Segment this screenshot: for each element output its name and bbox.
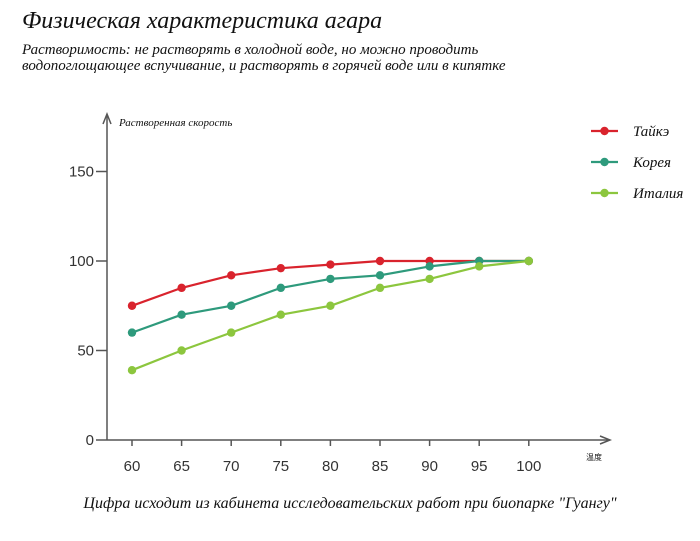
y-tick-label: 150 [69,164,94,181]
data-point [177,283,186,293]
data-point [276,283,285,293]
chart-title: Физическая характеристика агара [22,8,383,34]
data-point [475,262,484,271]
data-point [326,274,335,284]
series-line [131,259,529,334]
legend-item: Тайкэ [591,124,670,140]
data-point [227,271,236,280]
data-point [177,310,186,319]
chart-series [127,256,533,375]
data-point [127,365,137,375]
x-tick-label: 75 [272,458,289,475]
chart-axes: 0 50 100 150 60 65 70 75 80 85 90 95 100 Растворенная… [69,111,613,475]
x-axis-arrow [599,435,613,445]
legend-label: Тайкэ [633,124,670,140]
data-point [227,301,236,310]
subtitle-line-1: Растворимость: не растворять в холодной … [22,42,479,58]
source-note: Цифра исходит из кабинета исследовательс… [83,495,617,512]
chart-subtitle: Растворимость: не растворять в холодной … [22,42,662,74]
x-tick-label: 85 [372,458,389,475]
data-point [326,301,335,310]
series-2 [127,256,533,337]
legend-swatch-marker [600,126,609,136]
subtitle-line-2: водопоглощающее вспучивание, и растворят… [22,58,506,74]
data-point [276,310,285,319]
x-tick-label: 65 [173,458,190,475]
data-point [524,256,533,266]
data-point [425,262,434,271]
data-point [127,328,137,337]
data-point [276,263,285,273]
x-tick-label: 70 [223,458,240,475]
data-point [375,271,385,280]
y-axis-arrow [102,111,112,125]
x-tick-label: 95 [471,458,488,475]
legend-swatch-marker [600,188,609,198]
legend-item: Италия [591,186,683,202]
data-point [326,260,335,269]
data-point [375,256,385,266]
data-point [425,274,434,284]
chart-legend: Тайкэ Корея Италия [591,124,683,202]
y-axis-title: Растворенная скорость [118,117,232,129]
data-point [127,301,137,310]
y-tick-label: 50 [77,343,94,360]
x-tick-label: 100 [516,458,541,475]
series-3 [127,256,533,375]
legend-label: Корея [632,155,671,171]
legend-item: Корея [591,155,671,171]
x-tick-label: 60 [124,458,141,475]
x-tick-label: 90 [421,458,438,475]
x-tick-label: 80 [322,458,339,475]
y-tick-label: 0 [86,432,94,449]
data-point [177,346,186,355]
legend-label: Италия [632,186,683,202]
data-point [227,328,236,337]
data-point [375,283,385,293]
x-axis-title: 温度 [586,452,602,462]
y-tick-label: 100 [69,253,94,270]
legend-swatch-marker [600,157,609,167]
